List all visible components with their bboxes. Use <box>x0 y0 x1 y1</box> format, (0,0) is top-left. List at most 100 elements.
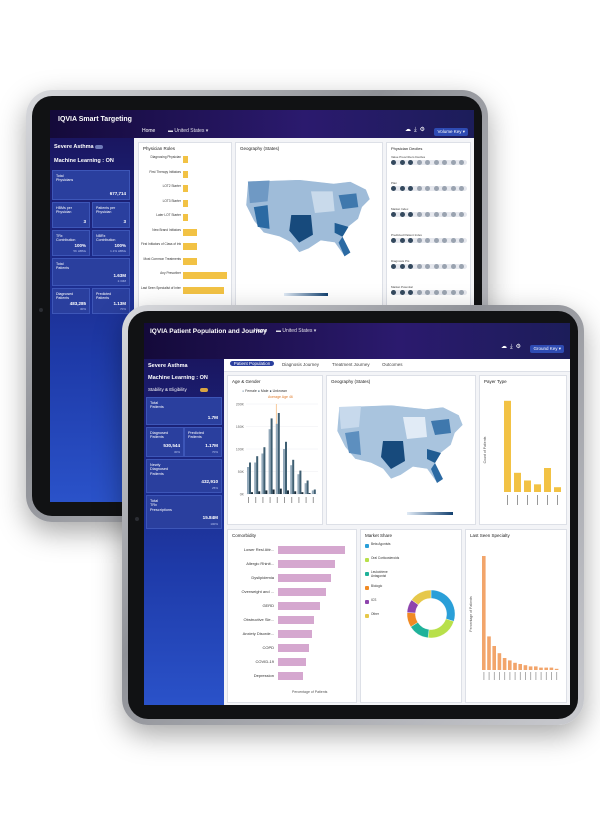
decile-dot[interactable] <box>416 264 422 269</box>
age-bar-unknown[interactable] <box>272 489 275 495</box>
comorbidity-bar[interactable] <box>278 574 331 582</box>
comorbidity-bar[interactable] <box>278 644 309 652</box>
age-bar-female[interactable] <box>311 490 314 494</box>
back-nav-home[interactable]: Home <box>142 128 156 134</box>
decile-dot[interactable] <box>450 160 456 165</box>
comorbidity-bar[interactable] <box>278 630 312 638</box>
age-bar-male[interactable] <box>292 459 295 494</box>
specialty-bar[interactable] <box>549 667 554 670</box>
back-kpi-tile[interactable]: HBMs per Physician 3 <box>52 202 90 228</box>
age-bar-male[interactable] <box>306 480 309 495</box>
age-bar-male[interactable] <box>277 413 280 494</box>
back-kpi-tile[interactable]: Diagnosed Patients 483,285 30% <box>52 288 90 314</box>
front-indication[interactable]: Severe Asthma <box>148 363 188 369</box>
age-bar-female[interactable] <box>304 483 307 494</box>
decile-dot[interactable] <box>399 290 405 295</box>
decile-dot[interactable] <box>433 212 439 217</box>
age-bar-unknown[interactable] <box>301 492 304 494</box>
toggle-icon[interactable] <box>200 387 209 392</box>
specialty-bar[interactable] <box>508 660 512 670</box>
decile-dot[interactable] <box>433 238 439 243</box>
decile-dot[interactable] <box>408 186 413 191</box>
back-kpi-tile[interactable]: Total Patients 1.63M 2.33M <box>52 258 130 286</box>
decile-dot[interactable] <box>416 160 422 165</box>
age-bar-unknown[interactable] <box>251 492 253 494</box>
decile-dot[interactable] <box>459 238 464 243</box>
age-bar-female[interactable] <box>268 429 271 494</box>
decile-dot[interactable] <box>459 212 464 217</box>
decile-dot[interactable] <box>450 238 456 243</box>
specialty-bar[interactable] <box>534 666 538 670</box>
decile-dot[interactable] <box>459 290 464 295</box>
decile-dot[interactable] <box>425 238 430 243</box>
decile-dot[interactable] <box>416 186 422 191</box>
decile-dot[interactable] <box>450 290 456 295</box>
specialty-chart[interactable]: Percentage of Patients <box>468 544 566 700</box>
specialty-bar[interactable] <box>492 646 496 670</box>
back-kpi-tile[interactable]: Total Physicians 677,714 <box>52 170 130 200</box>
back-kpi-tile[interactable]: NBRx Contribution 100% 1.1% HBMs <box>92 230 130 256</box>
front-kpi-tile[interactable]: Total TRx Prescriptions 15.84M 100% <box>146 495 222 529</box>
decile-dot[interactable] <box>459 186 464 191</box>
physician-role-bar[interactable] <box>183 214 188 221</box>
decile-dot[interactable] <box>459 160 464 165</box>
decile-dot[interactable] <box>399 264 405 269</box>
decile-dot[interactable] <box>391 212 396 217</box>
specialty-bar[interactable] <box>482 556 486 670</box>
age-bar-unknown[interactable] <box>308 493 311 494</box>
specialty-bar[interactable] <box>544 667 548 670</box>
decile-dot[interactable] <box>391 160 396 165</box>
age-bar-female[interactable] <box>247 467 249 494</box>
decile-dot[interactable] <box>442 212 447 217</box>
specialty-bar[interactable] <box>502 658 507 670</box>
physician-role-bar[interactable] <box>183 243 197 250</box>
payer-bar[interactable] <box>544 468 551 492</box>
market-share-slice[interactable] <box>427 618 455 639</box>
decile-dot[interactable] <box>425 186 430 191</box>
filter-decile-row[interactable] <box>391 238 467 243</box>
specialty-bar[interactable] <box>528 666 533 670</box>
front-stability-toggle[interactable]: Stability & Eligibility <box>148 387 209 392</box>
specialty-bar[interactable] <box>487 636 491 670</box>
decile-dot[interactable] <box>450 264 456 269</box>
decile-dot[interactable] <box>391 290 396 295</box>
age-bar-unknown[interactable] <box>258 491 261 494</box>
comorbidity-bar[interactable] <box>278 616 315 624</box>
physician-role-bar[interactable] <box>183 156 188 163</box>
front-toolbar-icons[interactable]: ☁⤓⚙ <box>500 344 524 350</box>
specialty-bar[interactable] <box>539 667 543 670</box>
age-bar-male[interactable] <box>263 447 266 494</box>
comorbidity-bar[interactable] <box>278 602 320 610</box>
decile-dot[interactable] <box>433 290 439 295</box>
decile-dot[interactable] <box>416 212 422 217</box>
decile-dot[interactable] <box>459 264 464 269</box>
physician-role-bar[interactable] <box>183 286 225 294</box>
market-share-slice[interactable] <box>411 589 432 606</box>
decile-dot[interactable] <box>442 186 447 191</box>
physician-role-bar[interactable] <box>183 185 188 192</box>
front-kpi-tile[interactable]: Total Patients 1.7M <box>146 397 222 425</box>
decile-dot[interactable] <box>408 212 413 217</box>
back-kpi-tile[interactable]: Patients per Physician 3 <box>92 202 130 228</box>
payer-bar[interactable] <box>554 487 561 492</box>
age-bar-male[interactable] <box>256 456 259 494</box>
age-bar-unknown[interactable] <box>294 491 297 494</box>
decile-dot[interactable] <box>425 290 430 295</box>
physician-role-bar[interactable] <box>183 272 227 279</box>
decile-dot[interactable] <box>408 290 413 295</box>
age-bar-female[interactable] <box>254 462 257 495</box>
decile-dot[interactable] <box>442 290 447 295</box>
payer-bar[interactable] <box>524 480 531 492</box>
toggle-icon[interactable] <box>95 144 104 149</box>
age-bar-female[interactable] <box>261 453 264 495</box>
age-gender-chart[interactable]: 200K 150K 100K 50K 0K <box>230 400 322 520</box>
decile-dot[interactable] <box>450 186 456 191</box>
physician-role-bar[interactable] <box>183 257 197 265</box>
physician-role-bar[interactable] <box>183 228 197 236</box>
decile-dot[interactable] <box>408 160 413 165</box>
physician-role-bar[interactable] <box>183 199 188 207</box>
front-country-select[interactable]: ▬ United States ▾ <box>276 328 317 334</box>
back-country-select[interactable]: ▬ United States ▾ <box>168 128 209 134</box>
decile-dot[interactable] <box>391 264 396 269</box>
back-toolbar-icons[interactable]: ☁⤓⚙ <box>404 127 428 133</box>
